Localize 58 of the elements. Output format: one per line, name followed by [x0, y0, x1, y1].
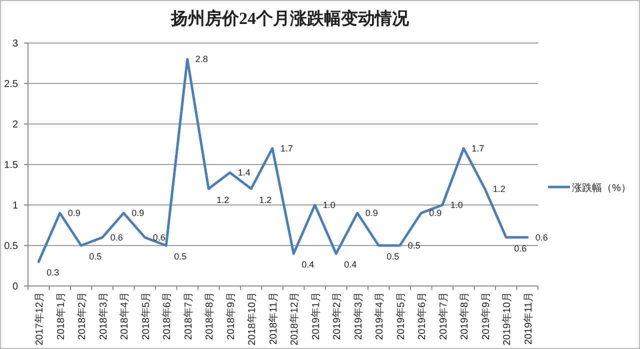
data-label: 0.3	[46, 268, 60, 278]
x-tick-label: 2019年6月	[416, 292, 428, 340]
x-tick-label: 2019年8月	[458, 292, 471, 340]
y-tick-label: 2	[12, 120, 18, 130]
x-tick-label: 2018年7月	[182, 292, 194, 340]
data-label: 1.4	[238, 168, 250, 178]
data-label: 2.8	[195, 54, 208, 64]
x-tick-label: 2018年1月	[54, 292, 67, 340]
x-tick-label: 2018年9月	[224, 292, 237, 340]
x-tick-label: 2019年1月	[310, 292, 322, 340]
x-tick-label: 2018年5月	[140, 292, 152, 340]
x-tick-label: 2019年4月	[374, 292, 386, 340]
data-label: 0.9	[68, 208, 80, 218]
x-tick-label: 2018年10月	[246, 292, 258, 346]
y-tick-label: 0.5	[4, 241, 18, 252]
data-label: 0.6	[514, 243, 527, 254]
y-tick-label: 2.5	[4, 79, 18, 90]
data-label: 1.7	[472, 143, 484, 154]
x-tick-label: 2019年10月	[501, 292, 514, 346]
data-label: 1.0	[322, 200, 336, 210]
x-tick-label: 2018年11月	[267, 292, 280, 345]
data-label: 0.9	[132, 208, 144, 218]
x-tick-label: 2019年7月	[437, 292, 450, 340]
data-label: 0.6	[152, 232, 166, 242]
data-label: 1.2	[492, 184, 506, 194]
data-label: 0.5	[89, 252, 102, 262]
data-label: 0.9	[429, 208, 442, 218]
x-tick-label: 2017年12月	[34, 292, 46, 346]
data-label: 0.4	[302, 260, 314, 270]
x-tick-label: 2019年2月	[331, 292, 344, 340]
x-tick-label: 2018年6月	[161, 292, 174, 340]
y-tick-label: 1	[12, 200, 18, 212]
data-label: 0.5	[174, 252, 187, 262]
data-label: 1.7	[280, 143, 293, 154]
y-tick-label: 3	[12, 38, 18, 50]
data-label: 0.6	[535, 232, 548, 242]
data-label: 0.6	[110, 232, 123, 242]
data-label: 0.5	[386, 252, 400, 262]
data-label: 1.2	[216, 194, 230, 205]
y-tick-label: 0	[12, 282, 18, 292]
data-label: 0.5	[408, 240, 420, 250]
line-series	[37, 58, 529, 263]
x-tick-label: 2018年2月	[76, 292, 88, 340]
data-label: 0.4	[344, 260, 357, 270]
data-label: 1.0	[450, 200, 463, 210]
data-label: 0.9	[365, 208, 378, 218]
x-tick-label: 2019年5月	[394, 292, 407, 340]
x-tick-label: 2018年3月	[97, 292, 110, 340]
y-tick-label: 1.5	[4, 160, 18, 171]
x-tick-label: 2018年12月	[288, 292, 301, 346]
x-tick-label: 2018年4月	[118, 292, 131, 340]
legend-label: 涨跌幅（%）	[572, 182, 631, 194]
data-label: 1.2	[259, 194, 272, 205]
chart-title: 扬州房价24个月涨跌幅变动情况	[170, 9, 410, 28]
x-tick-label: 2019年3月	[352, 292, 364, 340]
x-tick-label: 2019年9月	[480, 292, 492, 340]
x-tick-label: 2019年11月	[522, 292, 534, 345]
x-tick-label: 2018年8月	[204, 292, 216, 340]
